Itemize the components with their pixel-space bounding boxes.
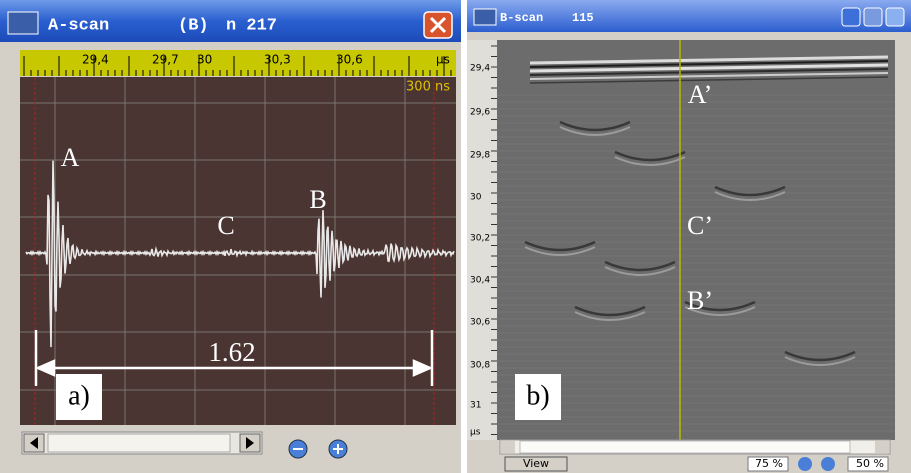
mode-label: (B) (178, 16, 209, 35)
distance-label: 1.62 (208, 337, 255, 367)
echo-label: C (217, 211, 234, 240)
panel-label: a) (68, 380, 90, 411)
depth-tick-label: 30,4 (470, 276, 490, 286)
depth-tick-label: 29,6 (470, 108, 490, 118)
ruler-label: µs (436, 53, 450, 67)
zoom-out-button[interactable] (289, 440, 307, 458)
depth-tick-label: 31 (470, 401, 481, 411)
view-button-label[interactable]: View (523, 457, 549, 470)
echo-label: A (61, 143, 80, 172)
scan-number: 115 (572, 11, 594, 25)
zoom-value: 75 % (755, 457, 783, 470)
screenshot: A-scan (B) n 217 29,4 29,7 30 30,3 30,6 … (0, 0, 911, 473)
depth-tick-label: 29,4 (470, 64, 490, 74)
ruler-label: 29,4 (82, 53, 109, 67)
ruler-label: 30 (197, 53, 212, 67)
zoom-in-button[interactable] (821, 457, 835, 471)
ruler-label: 30,6 (336, 53, 363, 67)
a-scan-window: A-scan (B) n 217 29,4 29,7 30 30,3 30,6 … (0, 0, 461, 473)
close-button[interactable] (886, 8, 904, 26)
window-title: A-scan (48, 16, 109, 35)
horizontal-scrollbar[interactable] (500, 440, 890, 454)
depth-tick-label: 30,2 (470, 234, 490, 244)
echo-label: B (309, 185, 326, 214)
zoom-value: 50 % (856, 457, 884, 470)
ruler-label: 30,3 (264, 53, 291, 67)
depth-tick-label: 29,8 (470, 151, 490, 161)
zoom-out-button[interactable] (798, 457, 812, 471)
scan-number: n 217 (226, 16, 277, 35)
reflection-label: B’ (687, 286, 713, 315)
horizontal-scrollbar[interactable] (22, 432, 262, 454)
depth-tick-label: 30 (470, 193, 482, 203)
ruler-label: 29,7 (152, 53, 179, 67)
close-button[interactable] (424, 12, 452, 38)
depth-tick-label: 30,8 (470, 361, 490, 371)
app-icon (474, 9, 496, 25)
depth-tick-label: 30,6 (470, 318, 490, 328)
zoom-in-button[interactable] (329, 440, 347, 458)
maximize-button[interactable] (864, 8, 882, 26)
reflection-label: A’ (688, 80, 713, 109)
time-window: 300 ns (406, 80, 450, 95)
window-title: B-scan (500, 11, 543, 25)
reflection-label: C’ (687, 211, 713, 240)
minimize-button[interactable] (842, 8, 860, 26)
app-icon (8, 12, 38, 34)
panel-label: b) (526, 380, 549, 411)
b-scan-window: B-scan 115 29,4 29,6 29,8 30 30,2 30,4 30,6 30,… (467, 0, 911, 473)
depth-tick-label: µs (470, 428, 481, 438)
